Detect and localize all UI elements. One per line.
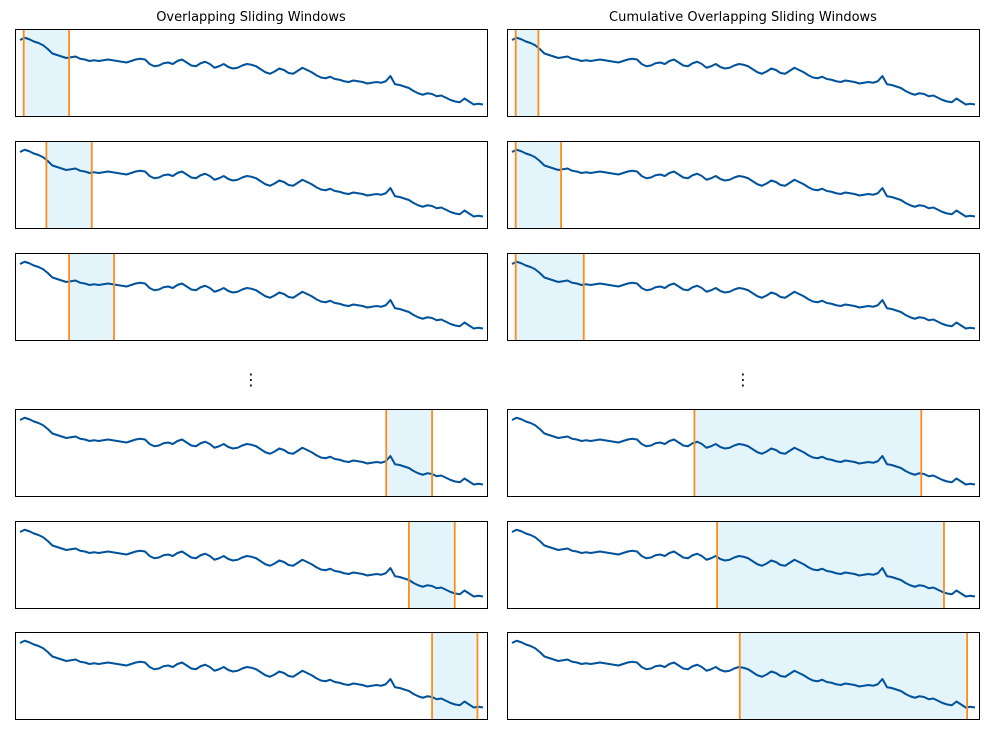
right-ellipsis: ⋮: [735, 370, 751, 389]
panel-left-4: [15, 409, 488, 497]
series-line: [19, 36, 484, 106]
window-shade: [515, 29, 539, 117]
axes-frame: [507, 29, 980, 117]
window-shade: [408, 521, 455, 609]
panel-right-5: [507, 521, 980, 609]
panels-group: [15, 29, 980, 720]
window-shade: [46, 141, 92, 229]
axes-frame: [15, 409, 488, 497]
series-line: [511, 528, 976, 598]
panel-left-2: [15, 141, 488, 229]
panel-left-5: [15, 521, 488, 609]
series-line: [19, 528, 484, 598]
window-shade: [432, 632, 478, 720]
axes-frame: [15, 521, 488, 609]
axes-frame: [507, 141, 980, 229]
window-shade: [386, 409, 433, 497]
window-shade: [739, 632, 968, 720]
window-shade: [717, 521, 944, 609]
series-line: [19, 148, 484, 218]
axes-frame: [507, 409, 980, 497]
right-column-title: Cumulative Overlapping Sliding Windows: [609, 10, 877, 25]
series-line: [511, 36, 976, 106]
series-line: [511, 148, 976, 218]
series-line: [19, 639, 484, 709]
window-shade: [69, 253, 114, 341]
window-shade: [515, 141, 562, 229]
panel-right-2: [507, 141, 980, 229]
series-line: [511, 639, 976, 709]
panel-left-6: [15, 632, 488, 720]
axes-frame: [15, 632, 488, 720]
series-line: [511, 260, 976, 330]
window-shade: [23, 29, 70, 117]
axes-frame: [507, 253, 980, 341]
panel-right-4: [507, 409, 980, 497]
left-column-title: Overlapping Sliding Windows: [156, 10, 346, 25]
axes-frame: [507, 632, 980, 720]
series-line: [19, 260, 484, 330]
left-ellipsis: ⋮: [243, 370, 259, 389]
panel-right-1: [507, 29, 980, 117]
axes-frame: [15, 29, 488, 117]
series-line: [511, 416, 976, 486]
panel-left-3: [15, 253, 488, 341]
panel-right-6: [507, 632, 980, 720]
window-shade: [515, 253, 584, 341]
axes-frame: [507, 521, 980, 609]
axes-frame: [15, 141, 488, 229]
axes-frame: [15, 253, 488, 341]
panel-right-3: [507, 253, 980, 341]
series-line: [19, 416, 484, 486]
panel-left-1: [15, 29, 488, 117]
window-shade: [694, 409, 922, 497]
